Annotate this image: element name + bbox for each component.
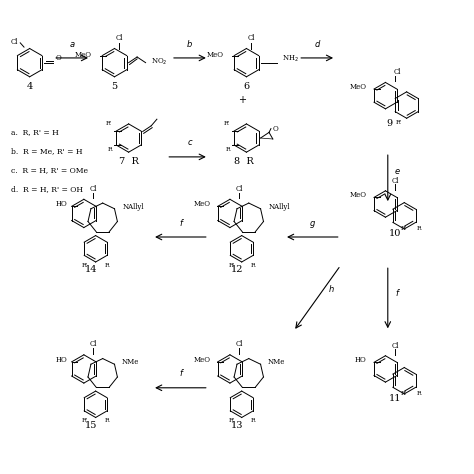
Text: R': R' <box>82 263 89 268</box>
Text: O: O <box>273 125 278 133</box>
Text: Cl: Cl <box>236 340 243 348</box>
Text: 8  R: 8 R <box>234 157 254 166</box>
Text: R': R' <box>228 263 235 268</box>
Text: 4: 4 <box>27 82 33 91</box>
Text: R': R' <box>228 418 235 423</box>
Text: R: R <box>105 418 109 423</box>
Text: d.  R = H, R' = OH: d. R = H, R' = OH <box>11 185 83 193</box>
Text: f: f <box>396 289 399 298</box>
Text: NMe: NMe <box>121 358 139 366</box>
Text: g: g <box>310 219 315 228</box>
Text: NH$_2$: NH$_2$ <box>282 54 299 64</box>
Text: Cl: Cl <box>10 38 18 46</box>
Text: R: R <box>417 226 422 231</box>
Text: b.  R = Me, R' = H: b. R = Me, R' = H <box>11 147 82 155</box>
Text: 7  R: 7 R <box>118 157 138 166</box>
Text: R: R <box>108 147 112 152</box>
Text: R': R' <box>82 418 89 423</box>
Text: MeO: MeO <box>207 51 224 59</box>
Text: HO: HO <box>55 356 67 364</box>
Text: MeO: MeO <box>194 201 211 209</box>
Text: 11: 11 <box>389 394 401 403</box>
Text: HO: HO <box>55 201 67 209</box>
Text: R: R <box>251 263 256 268</box>
Text: +: + <box>238 95 246 105</box>
Text: R: R <box>417 391 422 396</box>
Text: O: O <box>55 55 61 62</box>
Text: c: c <box>188 138 192 147</box>
Text: Cl: Cl <box>116 34 123 42</box>
Text: R': R' <box>400 391 407 396</box>
Text: MeO: MeO <box>75 51 92 59</box>
Text: 10: 10 <box>389 229 401 238</box>
Text: R: R <box>251 418 256 423</box>
Text: MeO: MeO <box>350 82 366 91</box>
Text: R': R' <box>395 120 402 125</box>
Text: Cl: Cl <box>247 34 255 42</box>
Text: NAllyl: NAllyl <box>123 203 145 211</box>
Text: 13: 13 <box>231 421 243 430</box>
Text: R': R' <box>400 226 407 231</box>
Text: Cl: Cl <box>90 185 97 193</box>
Text: h: h <box>328 284 334 293</box>
Text: Cl: Cl <box>393 68 401 76</box>
Text: 9: 9 <box>386 119 392 128</box>
Text: NMe: NMe <box>268 358 285 366</box>
Text: e: e <box>395 167 400 176</box>
Text: b: b <box>187 39 192 48</box>
Text: NO$_2$: NO$_2$ <box>151 56 168 67</box>
Text: d: d <box>314 39 320 48</box>
Text: 14: 14 <box>85 265 97 274</box>
Text: Cl: Cl <box>391 177 399 185</box>
Text: Cl: Cl <box>90 340 97 348</box>
Text: 15: 15 <box>85 421 97 430</box>
Text: R: R <box>225 147 230 152</box>
Text: NAllyl: NAllyl <box>269 203 291 211</box>
Text: R: R <box>105 263 109 268</box>
Text: R': R' <box>224 121 230 126</box>
Text: HO: HO <box>355 356 366 364</box>
Text: f: f <box>179 369 182 378</box>
Text: f: f <box>179 219 182 228</box>
Text: MeO: MeO <box>194 356 211 364</box>
Text: a.  R, R' = H: a. R, R' = H <box>11 128 59 137</box>
Text: 5: 5 <box>111 82 118 91</box>
Text: Cl: Cl <box>236 185 243 193</box>
Text: MeO: MeO <box>350 191 366 199</box>
Text: R': R' <box>106 121 112 126</box>
Text: Cl: Cl <box>391 342 399 350</box>
Text: 6: 6 <box>243 82 249 91</box>
Text: a: a <box>70 39 74 48</box>
Text: c.  R = H, R' = OMe: c. R = H, R' = OMe <box>11 166 88 174</box>
Text: 12: 12 <box>231 265 243 274</box>
